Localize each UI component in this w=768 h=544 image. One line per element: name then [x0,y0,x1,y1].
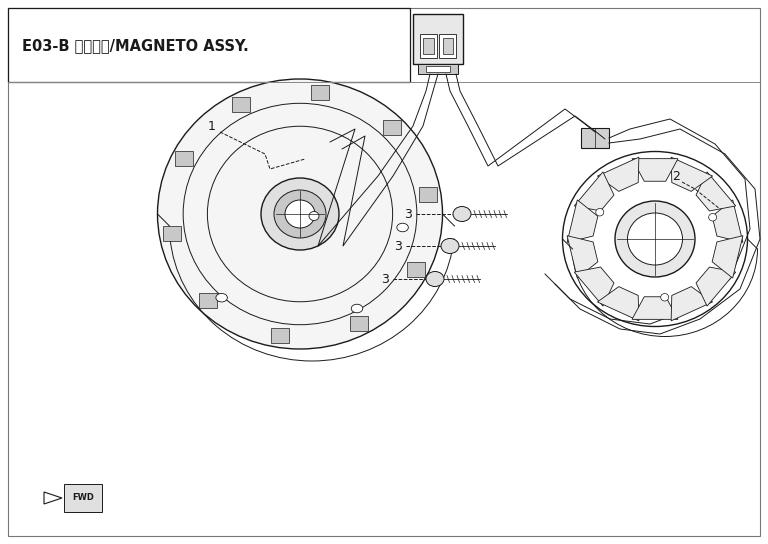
Polygon shape [175,151,194,166]
Polygon shape [567,200,598,242]
Polygon shape [581,128,609,148]
Polygon shape [419,34,436,58]
Polygon shape [163,226,181,240]
Ellipse shape [660,294,669,301]
Polygon shape [418,64,458,74]
Polygon shape [712,236,743,278]
Text: 2: 2 [672,170,680,182]
Polygon shape [64,484,102,512]
Polygon shape [200,293,217,308]
Text: FWD: FWD [72,493,94,503]
Polygon shape [696,172,736,211]
Ellipse shape [261,178,339,250]
Text: E03-B 磁电机组/MAGNETO ASSY.: E03-B 磁电机组/MAGNETO ASSY. [22,39,249,53]
Text: 3: 3 [394,239,402,252]
Ellipse shape [596,208,604,216]
Ellipse shape [285,200,315,228]
Polygon shape [632,159,678,181]
Polygon shape [671,157,713,191]
Ellipse shape [351,304,362,313]
Ellipse shape [397,223,409,232]
Ellipse shape [615,201,695,277]
Polygon shape [422,38,433,54]
Polygon shape [574,172,614,211]
Polygon shape [671,287,713,321]
Polygon shape [574,267,614,306]
Polygon shape [232,97,250,112]
Polygon shape [598,287,639,321]
Polygon shape [350,316,368,331]
Text: 3: 3 [404,207,412,220]
Polygon shape [632,297,678,319]
Text: 3: 3 [381,273,389,286]
Polygon shape [406,262,425,277]
Ellipse shape [309,212,319,220]
Ellipse shape [157,79,442,349]
Polygon shape [270,328,289,343]
Polygon shape [696,267,736,306]
Ellipse shape [216,293,227,302]
Ellipse shape [627,213,683,265]
Ellipse shape [709,214,717,221]
Polygon shape [311,85,329,100]
Ellipse shape [426,271,444,287]
Polygon shape [442,38,453,54]
Polygon shape [439,34,456,58]
Ellipse shape [441,238,459,254]
Ellipse shape [274,190,326,238]
Text: 1: 1 [208,120,216,133]
Polygon shape [567,236,598,278]
Polygon shape [598,157,639,191]
Polygon shape [382,120,401,134]
Polygon shape [419,187,437,202]
Polygon shape [426,66,450,72]
Polygon shape [712,200,743,242]
Polygon shape [413,14,463,64]
Polygon shape [8,8,410,82]
Ellipse shape [453,207,471,221]
